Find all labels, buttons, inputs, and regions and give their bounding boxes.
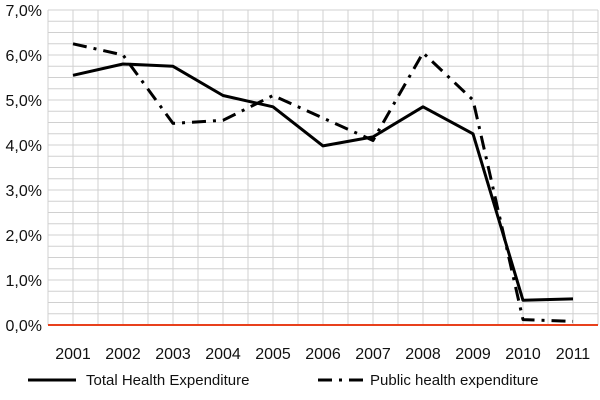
- x-tick-label: 2011: [556, 346, 591, 363]
- x-tick-label: 2001: [55, 346, 91, 363]
- y-tick-label: 5,0%: [6, 93, 42, 110]
- legend: Total Health Expenditure Public health ex…: [28, 372, 538, 389]
- x-tick-label: 2005: [255, 346, 291, 363]
- x-tick-label: 2008: [405, 346, 441, 363]
- x-tick-label: 2003: [155, 346, 191, 363]
- y-axis-tick-labels: 0,0% 1,0% 2,0% 3,0% 4,0% 5,0% 6,0% 7,0%: [6, 3, 42, 335]
- y-tick-label: 6,0%: [6, 48, 42, 65]
- y-tick-label: 0,0%: [6, 318, 42, 335]
- x-tick-label: 2009: [455, 346, 491, 363]
- x-tick-label: 2006: [305, 346, 341, 363]
- x-tick-label: 2007: [355, 346, 391, 363]
- x-axis-tick-labels: 2001 2002 2003 2004 2005 2006 2007 2008 2009 2010…: [55, 346, 590, 363]
- x-tick-label: 2002: [105, 346, 141, 363]
- y-tick-label: 1,0%: [6, 273, 42, 290]
- y-tick-label: 2,0%: [6, 228, 42, 245]
- legend-label-1: Total Health Expenditure: [86, 372, 249, 389]
- legend-label-2: Public health expenditure: [370, 372, 538, 389]
- series-lines: [72, 42, 574, 323]
- y-tick-label: 3,0%: [6, 183, 42, 200]
- x-tick-label: 2010: [505, 346, 541, 363]
- series-line-2: [72, 42, 574, 323]
- y-tick-label: 7,0%: [6, 3, 42, 20]
- y-tick-label: 4,0%: [6, 138, 42, 155]
- grid: [47, 9, 599, 326]
- x-tick-label: 2004: [205, 346, 241, 363]
